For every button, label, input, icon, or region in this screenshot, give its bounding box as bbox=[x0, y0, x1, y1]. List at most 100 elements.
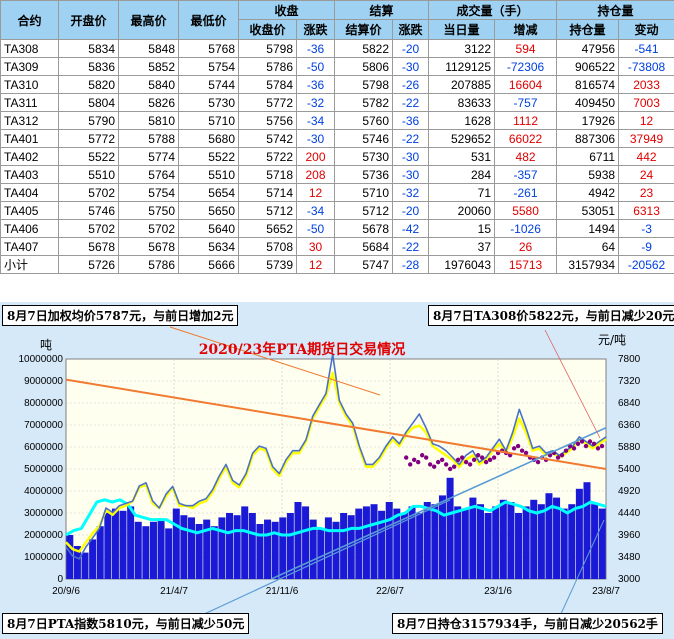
volume-bar bbox=[347, 515, 355, 579]
value-cell: 5810 bbox=[118, 111, 179, 130]
value-cell: 5666 bbox=[178, 255, 239, 274]
value-cell: 6711 bbox=[556, 147, 620, 166]
spot-dot bbox=[523, 450, 529, 456]
volume-bar bbox=[203, 519, 211, 579]
value-cell: -36 bbox=[295, 39, 336, 58]
right-tick-label: 5400 bbox=[618, 464, 641, 475]
header-settle-price: 结算价 bbox=[334, 19, 394, 40]
value-cell: 5938 bbox=[556, 165, 620, 184]
volume-bar bbox=[73, 546, 81, 579]
value-cell: -28 bbox=[392, 255, 430, 274]
volume-bar bbox=[469, 497, 477, 579]
value-cell: 5822 bbox=[334, 39, 394, 58]
value-cell: -72306 bbox=[494, 57, 558, 76]
volume-bar bbox=[324, 517, 332, 579]
value-cell: 5522 bbox=[178, 147, 239, 166]
header-volume-today: 当日量 bbox=[428, 19, 496, 40]
value-cell: 284 bbox=[428, 165, 496, 184]
volume-bar bbox=[408, 506, 416, 579]
value-cell: -26 bbox=[392, 75, 430, 94]
volume-bar bbox=[134, 521, 142, 579]
spot-dot bbox=[595, 446, 601, 451]
table-row: TA308 5834 5848 5768 5798 -36 5822 -20 3122 594 47… bbox=[0, 39, 674, 58]
volume-bar bbox=[393, 508, 401, 579]
x-tick-label: 23/1/6 bbox=[484, 586, 512, 597]
left-tick-label: 6000000 bbox=[24, 442, 63, 453]
header-close-group: 收盘 bbox=[237, 0, 336, 20]
value-cell: -22 bbox=[392, 237, 430, 256]
header-volume-change: 增减 bbox=[494, 19, 558, 40]
volume-bar bbox=[385, 502, 393, 579]
volume-bar bbox=[233, 515, 241, 579]
volume-bar bbox=[309, 519, 317, 579]
header-volume-group: 成交量（手） bbox=[428, 0, 558, 20]
value-cell: 1628 bbox=[428, 111, 496, 130]
right-axis-ticks: 3000 3480 3960 4440 4920 5400 5880 6360 6840 7320… bbox=[618, 354, 641, 585]
left-tick-label: 1000000 bbox=[24, 552, 63, 563]
value-cell: 5718 bbox=[238, 165, 297, 184]
contract-cell: TA401 bbox=[0, 129, 59, 148]
left-tick-label: 8000000 bbox=[24, 398, 63, 409]
value-cell: 5702 bbox=[58, 219, 119, 238]
spot-dot bbox=[515, 443, 521, 449]
volume-bar bbox=[362, 506, 370, 579]
trend-lines bbox=[65, 326, 607, 617]
contract-cell: TA407 bbox=[0, 237, 59, 256]
value-cell: -3 bbox=[618, 219, 674, 238]
header-low: 最低价 bbox=[178, 0, 239, 40]
value-cell: 30 bbox=[295, 237, 336, 256]
value-cell: 1976043 bbox=[428, 255, 496, 274]
table-row: TA312 5790 5810 5710 5756 -34 5760 -36 1628 1112 1… bbox=[0, 111, 674, 130]
volume-bar bbox=[271, 521, 279, 579]
value-cell: 5750 bbox=[118, 201, 179, 220]
value-cell: 83633 bbox=[428, 93, 496, 112]
left-axis-ticks: 0 1000000 2000000 3000000 4000000 5000000 6000… bbox=[19, 354, 64, 585]
value-cell: 3122 bbox=[428, 39, 496, 58]
value-cell: 66022 bbox=[494, 129, 558, 148]
value-cell: 53051 bbox=[556, 201, 620, 220]
value-cell: 5744 bbox=[178, 75, 239, 94]
volume-bar bbox=[187, 517, 195, 579]
volume-bar bbox=[560, 508, 568, 579]
spot-dot bbox=[575, 441, 581, 446]
volume-bar bbox=[317, 528, 325, 579]
value-cell: 5772 bbox=[238, 93, 297, 112]
value-cell: -261 bbox=[494, 183, 558, 202]
spot-dot bbox=[427, 462, 433, 467]
series-lines bbox=[65, 353, 607, 560]
value-cell: 5522 bbox=[58, 147, 119, 166]
header-close-change: 涨跌 bbox=[295, 19, 336, 40]
table-row: TA309 5836 5852 5754 5786 -50 5806 -30 1129125 -7… bbox=[0, 57, 674, 76]
value-cell: 5678 bbox=[118, 237, 179, 256]
volume-bar bbox=[180, 515, 188, 579]
value-cell: 5804 bbox=[58, 93, 119, 112]
contract-cell: TA403 bbox=[0, 165, 59, 184]
value-cell: 5788 bbox=[118, 129, 179, 148]
callout-pointer bbox=[544, 329, 601, 439]
spot-dot bbox=[451, 464, 457, 469]
value-cell: 906522 bbox=[556, 57, 620, 76]
spot-dot bbox=[467, 462, 473, 467]
left-tick-label: 7000000 bbox=[24, 420, 63, 431]
volume-bar bbox=[172, 508, 180, 579]
value-cell: 6313 bbox=[618, 201, 674, 220]
value-cell: 5848 bbox=[118, 39, 179, 58]
x-tick-label: 23/8/7 bbox=[592, 586, 620, 597]
volume-bar bbox=[423, 502, 431, 579]
value-cell: 5730 bbox=[178, 93, 239, 112]
header-settle-change: 涨跌 bbox=[392, 19, 430, 40]
value-cell: 15 bbox=[428, 219, 496, 238]
right-unit-label: 元/吨 bbox=[598, 333, 626, 347]
value-cell: 5712 bbox=[238, 201, 297, 220]
value-cell: 15713 bbox=[494, 255, 558, 274]
right-tick-label: 3960 bbox=[618, 530, 641, 541]
volume-bar bbox=[400, 513, 408, 579]
value-cell: 5634 bbox=[178, 237, 239, 256]
spot-dot bbox=[471, 457, 477, 463]
volume-bar bbox=[279, 517, 287, 579]
value-cell: 5747 bbox=[334, 255, 394, 274]
value-cell: 5708 bbox=[238, 237, 297, 256]
value-cell: 47956 bbox=[556, 39, 620, 58]
value-cell: 5774 bbox=[118, 147, 179, 166]
value-cell: -30 bbox=[392, 165, 430, 184]
